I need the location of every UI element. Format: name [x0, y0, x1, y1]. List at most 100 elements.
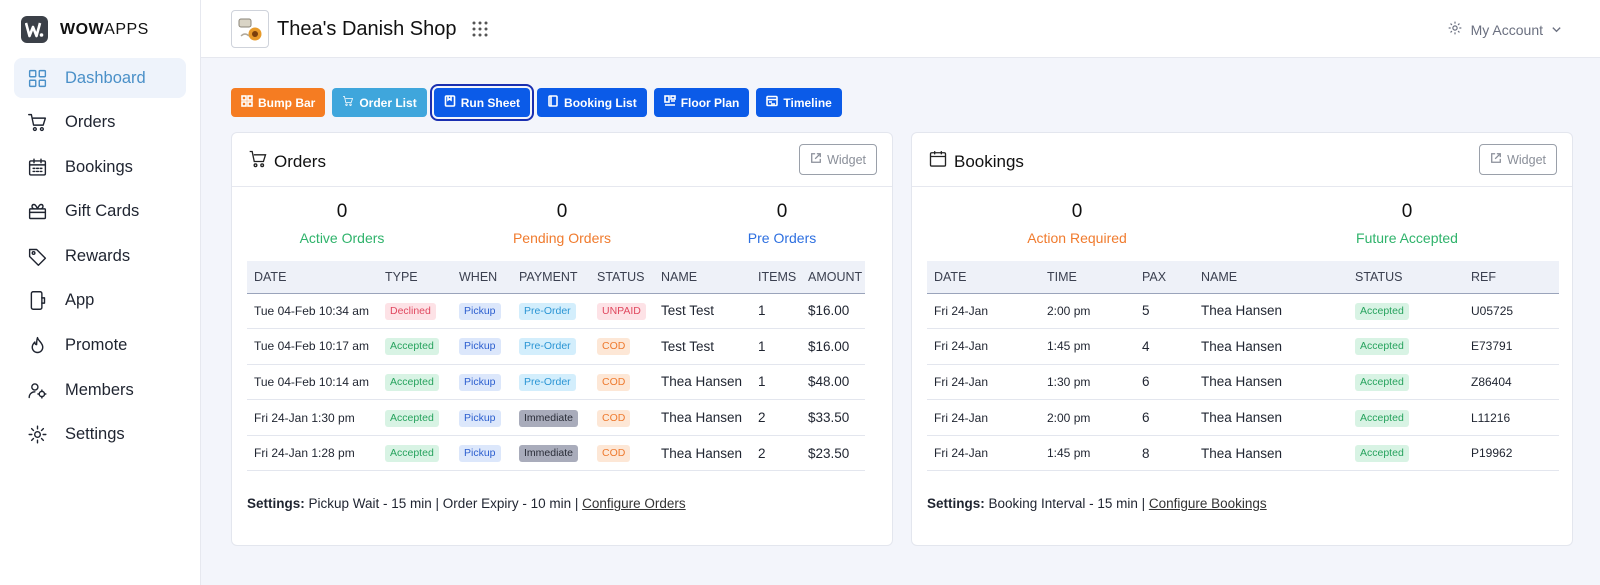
timeline-button[interactable]: Timeline — [756, 88, 842, 117]
external-link-icon — [1490, 152, 1502, 167]
widget-label: Widget — [1507, 152, 1546, 167]
table-row[interactable]: Tue 04-Feb 10:17 am Accepted Pickup Pre-Ord… — [247, 328, 865, 365]
bump-bar-button[interactable]: Bump Bar — [231, 88, 326, 117]
table-row[interactable]: Fri 24-Jan 1:45 pm 4 Thea Hansen Accepted E73… — [927, 328, 1559, 365]
configure-orders-link[interactable]: Configure Orders — [582, 496, 686, 511]
orders-settings: Settings: Pickup Wait - 15 min | Order E… — [247, 496, 686, 511]
stat-value: 0 — [336, 201, 348, 222]
cell-status: COD — [590, 328, 654, 365]
cell-when: Pickup — [452, 399, 512, 436]
sidebar-item-label: Dashboard — [65, 68, 146, 87]
brand[interactable]: WOWAPPS — [21, 16, 149, 43]
table-row[interactable]: Fri 24-Jan 2:00 pm 6 Thea Hansen Accepted L11… — [927, 399, 1559, 436]
floor-plan-button[interactable]: Floor Plan — [653, 88, 750, 117]
cell-name: Thea Hansen — [1194, 435, 1348, 472]
column-header: WHEN — [452, 261, 512, 294]
cell-date: Fri 24-Jan — [927, 328, 1040, 365]
cell-items: 1 — [751, 328, 801, 365]
cell-amount: $23.50 — [801, 435, 865, 472]
cell-date: Tue 04-Feb 10:14 am — [247, 364, 378, 401]
apps-grid-icon[interactable] — [471, 20, 489, 38]
orders-widget-button[interactable]: Widget — [799, 144, 877, 175]
sidebar-item-rewards[interactable]: Rewards — [14, 236, 186, 276]
orders-stats: 0 Active Orders 0 Pending Orders 0 Pre Orders — [232, 201, 892, 246]
bookings-widget-button[interactable]: Widget — [1479, 144, 1557, 175]
cell-status: Accepted — [1348, 293, 1464, 330]
sidebar-item-orders[interactable]: Orders — [14, 103, 186, 143]
sidebar-item-dashboard[interactable]: Dashboard — [14, 58, 186, 98]
bookings-stats: 0 Action Required 0 Future Accepted — [912, 201, 1572, 246]
status-badge: Accepted — [1355, 373, 1409, 391]
order-list-button[interactable]: Order List — [332, 88, 427, 117]
cell-when: Pickup — [452, 364, 512, 401]
cell-pax: 4 — [1135, 328, 1194, 365]
column-header: REF — [1464, 261, 1559, 294]
sidebar-item-label: App — [65, 291, 95, 310]
cell-when: Pickup — [452, 293, 512, 330]
sidebar-item-promote[interactable]: Promote — [14, 326, 186, 366]
cell-status: COD — [590, 435, 654, 472]
column-header: PAYMENT — [512, 261, 590, 294]
sidebar-item-label: Promote — [65, 336, 128, 355]
sidebar-item-bookings[interactable]: Bookings — [14, 147, 186, 187]
cell-amount: $16.00 — [801, 328, 865, 365]
table-row[interactable]: Fri 24-Jan 1:30 pm Accepted Pickup Immediat… — [247, 399, 865, 436]
cell-time: 1:45 pm — [1040, 328, 1135, 365]
gear-icon — [26, 424, 48, 446]
cell-when: Pickup — [452, 435, 512, 472]
configure-bookings-link[interactable]: Configure Bookings — [1148, 496, 1267, 511]
table-row[interactable]: Tue 04-Feb 10:34 am Declined Pickup Pre-Ord… — [247, 293, 865, 330]
sidebar-item-members[interactable]: Members — [14, 370, 186, 410]
cell-payment: Pre-Order — [512, 293, 590, 330]
run-sheet-button[interactable]: Run Sheet — [429, 84, 535, 121]
sidebar-item-label: Orders — [65, 113, 116, 132]
cell-pax: 8 — [1135, 435, 1194, 472]
cell-type: Declined — [378, 293, 452, 330]
stat-pre-orders: 0 Pre Orders — [672, 201, 892, 246]
stat-label: Pre Orders — [747, 230, 817, 246]
table-row[interactable]: Fri 24-Jan 1:45 pm 8 Thea Hansen Accepted P19… — [927, 435, 1559, 472]
cell-pax: 6 — [1135, 399, 1194, 436]
cell-pax: 6 — [1135, 364, 1194, 401]
orders-card-title: Orders — [248, 149, 326, 174]
column-header: AMOUNT — [801, 261, 865, 294]
bookings-settings: Settings: Booking Interval - 15 min | Co… — [927, 496, 1267, 511]
table-row[interactable]: Fri 24-Jan 1:30 pm 6 Thea Hansen Accepted Z86… — [927, 364, 1559, 401]
dashboard-icon — [26, 67, 48, 89]
gift-icon — [26, 201, 48, 223]
my-account-menu[interactable]: My Account — [1447, 20, 1562, 39]
table-row[interactable]: Fri 24-Jan 2:00 pm 5 Thea Hansen Accepted U05… — [927, 293, 1559, 330]
sidebar-item-gift-cards[interactable]: Gift Cards — [14, 192, 186, 232]
cell-status: UNPAID — [590, 293, 654, 330]
sidebar-item-label: Gift Cards — [65, 202, 140, 221]
column-header: STATUS — [1348, 261, 1464, 294]
sidebar-nav: Dashboard Orders Bookings Gift Cards Rewards… — [14, 58, 186, 459]
toolbar-button-label: Bump Bar — [258, 95, 316, 110]
sidebar-item-label: Members — [65, 380, 134, 399]
toolbar-button-label: Order List — [359, 95, 417, 110]
sidebar-item-app[interactable]: App — [14, 281, 186, 321]
sidebar-item-settings[interactable]: Settings — [14, 415, 186, 455]
cell-time: 1:30 pm — [1040, 364, 1135, 401]
status-badge: Accepted — [1355, 409, 1409, 427]
widget-label: Widget — [827, 152, 866, 167]
external-link-icon — [810, 152, 822, 167]
shop-logo[interactable] — [231, 10, 269, 48]
sidebar-item-label: Rewards — [65, 246, 131, 265]
wowapps-logo-icon — [21, 16, 48, 43]
column-header: TIME — [1040, 261, 1135, 294]
status-badge: Accepted — [1355, 338, 1409, 356]
table-row[interactable]: Fri 24-Jan 1:28 pm Accepted Pickup Immediat… — [247, 435, 865, 472]
cell-status: Accepted — [1348, 364, 1464, 401]
cell-items: 2 — [751, 435, 801, 472]
stat-value: 0 — [1401, 201, 1413, 222]
sidebar-item-label: Settings — [65, 425, 125, 444]
calendar-icon — [928, 149, 948, 174]
bookings-title-text: Bookings — [954, 151, 1024, 171]
dashboard-toolbar: Bump Bar Order List Run Sheet Booking List F… — [231, 84, 842, 121]
table-row[interactable]: Tue 04-Feb 10:14 am Accepted Pickup Pre-Ord… — [247, 364, 865, 401]
booking-list-button[interactable]: Booking List — [537, 88, 647, 117]
cell-pax: 5 — [1135, 293, 1194, 330]
status-badge: Declined — [385, 302, 436, 320]
cell-payment: Pre-Order — [512, 328, 590, 365]
